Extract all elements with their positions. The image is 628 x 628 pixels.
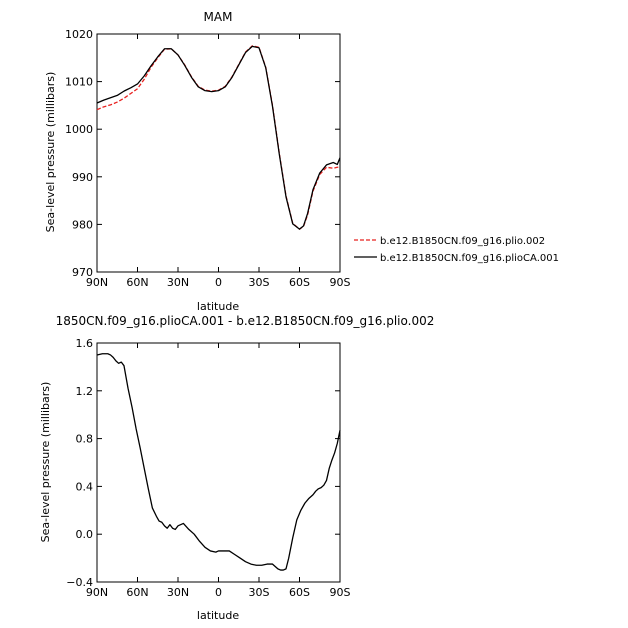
- bottom-panel-y-tick-label: −0.4: [66, 576, 93, 589]
- top-panel-plot-layer: 90N 60N 30N 0 30S 60S 90S 970 980 990 1000 1010 1020: [65, 28, 351, 289]
- top-panel-y-tick-label: 1020: [65, 28, 93, 41]
- top-panel-plot-frame: [96, 33, 341, 273]
- top-panel-x-tick-label: 90S: [330, 276, 351, 289]
- bottom-panel-x-tick-label: 0: [215, 586, 222, 599]
- legend-label-series-1: b.e12.B1850CN.f09_g16.plio.002: [380, 236, 545, 247]
- top-panel-y-tick-label: 970: [72, 266, 93, 279]
- bottom-panel-x-tick-label: 90N: [86, 586, 108, 599]
- top-panel-x-tick-label: 60S: [289, 276, 310, 289]
- top-panel-title: MAM: [204, 10, 233, 24]
- bottom-panel-plot-layer: 90N 60N 30N 0 30S 60S 90S −0.4 0.0 0.4 0.8 1.2 1.6: [66, 337, 350, 599]
- bottom-panel-x-tick-label: 90S: [330, 586, 351, 599]
- top-panel-y-tick-label: 990: [72, 171, 93, 184]
- top-panel-y-tick-label: 1010: [65, 76, 93, 89]
- bottom-panel-x-tick-label: 30S: [249, 586, 270, 599]
- top-panel-series-2-line: [96, 45, 341, 230]
- bottom-panel-y-tick-label: 1.2: [76, 385, 94, 398]
- bottom-panel: 1850CN.f09_g16.plioCA.001 - b.e12.B1850C…: [39, 314, 434, 622]
- bottom-panel-x-tick-label: 30N: [167, 586, 189, 599]
- top-panel-legend: b.e12.B1850CN.f09_g16.plio.002 b.e12.B18…: [354, 236, 559, 264]
- top-panel-y-tick-label: 980: [72, 218, 93, 231]
- bottom-panel-x-axis-label: latitude: [197, 609, 239, 622]
- bottom-panel-y-tick-label: 1.6: [76, 337, 94, 350]
- top-panel-x-tick-label: 90N: [86, 276, 108, 289]
- top-panel-series-1-line: [96, 45, 340, 230]
- top-panel-x-tick-label: 60N: [126, 276, 148, 289]
- bottom-panel-y-tick-label: 0.8: [76, 433, 94, 446]
- top-panel-y-axis-label: Sea-level pressure (millibars): [44, 72, 57, 233]
- bottom-panel-x-tick-label: 60N: [126, 586, 148, 599]
- bottom-panel-series-1-line: [96, 353, 341, 571]
- bottom-panel-y-tick-label: 0.0: [76, 528, 94, 541]
- top-panel-x-axis-label: latitude: [197, 300, 239, 313]
- top-panel-x-tick-label: 30N: [167, 276, 189, 289]
- bottom-panel-y-axis-label: Sea-level pressure (millibars): [39, 382, 52, 543]
- bottom-panel-x-tick-label: 60S: [289, 586, 310, 599]
- bottom-panel-plot-frame: [96, 342, 341, 583]
- top-panel-y-tick-label: 1000: [65, 123, 93, 136]
- top-panel-x-tick-label: 0: [215, 276, 222, 289]
- top-panel-x-tick-label: 30S: [249, 276, 270, 289]
- bottom-panel-title: 1850CN.f09_g16.plioCA.001 - b.e12.B1850C…: [56, 314, 435, 328]
- legend-label-series-2: b.e12.B1850CN.f09_g16.plioCA.001: [380, 253, 559, 264]
- top-panel: MAM Sea-level pressure (millibars) latit…: [44, 10, 559, 313]
- bottom-panel-y-tick-label: 0.4: [76, 480, 94, 493]
